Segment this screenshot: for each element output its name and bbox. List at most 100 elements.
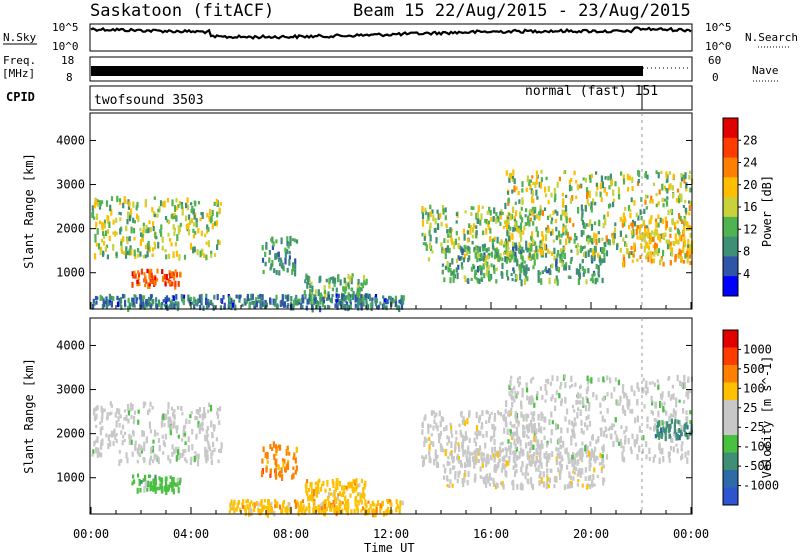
data-cell [525, 264, 528, 269]
data-cell [120, 241, 123, 246]
data-cell [592, 392, 595, 396]
data-cell [531, 414, 534, 420]
data-cell [659, 401, 662, 408]
data-cell [607, 427, 610, 431]
data-cell [133, 410, 137, 415]
data-cell [354, 500, 357, 507]
data-cell [602, 458, 605, 464]
data-cell [664, 216, 667, 224]
data-cell [520, 404, 523, 410]
data-cell [469, 228, 472, 235]
data-cell [623, 221, 626, 227]
data-cell [592, 270, 596, 275]
data-cell [662, 405, 665, 413]
data-cell [321, 501, 324, 506]
y-tick-label: 3000 [56, 178, 85, 192]
data-cell [190, 456, 193, 461]
data-cell [159, 230, 163, 236]
data-cell [341, 491, 344, 498]
data-cell [657, 410, 660, 418]
data-cell [513, 398, 516, 403]
data-cell [513, 217, 516, 222]
data-cell [337, 495, 340, 501]
data-cell [511, 401, 514, 408]
data-cell [203, 407, 206, 414]
data-cell [333, 280, 336, 288]
data-cell [483, 252, 486, 258]
data-cell [559, 239, 562, 245]
data-cell [104, 300, 107, 304]
data-cell [440, 221, 443, 227]
data-cell [636, 415, 639, 423]
data-cell [562, 198, 565, 205]
data-cell [495, 279, 498, 284]
data-cell [507, 235, 511, 242]
data-cell [441, 205, 445, 212]
data-cell [545, 176, 548, 181]
data-cell [374, 294, 378, 298]
data-cell [563, 247, 566, 251]
data-cell [130, 439, 133, 445]
data-cell [102, 231, 105, 236]
data-cell [464, 210, 467, 214]
data-cell [248, 302, 251, 310]
data-cell [390, 509, 393, 514]
data-cell [478, 278, 481, 285]
data-cell [150, 446, 153, 450]
x-tick-label: 00:00 [73, 527, 109, 541]
data-cell [612, 201, 615, 208]
data-cell [480, 265, 483, 271]
data-cell [246, 503, 249, 510]
data-cell [484, 475, 487, 482]
data-cell [319, 295, 322, 300]
data-cell [109, 401, 112, 406]
data-cell [468, 223, 471, 228]
data-cell [678, 428, 681, 434]
data-cell [532, 209, 535, 216]
data-cell [587, 268, 590, 274]
data-cell [385, 509, 388, 516]
data-cell [345, 485, 348, 489]
data-cell [344, 290, 347, 294]
data-cell [312, 489, 315, 497]
data-cell [679, 380, 682, 386]
data-cell [133, 249, 136, 257]
data-cell [602, 444, 605, 452]
data-cell [205, 429, 208, 434]
data-cell [488, 275, 491, 282]
data-cell [527, 478, 530, 485]
data-cell [305, 273, 308, 280]
data-cell [144, 482, 147, 488]
data-cell [286, 267, 289, 273]
data-cell [398, 507, 401, 515]
data-cell [346, 510, 349, 516]
data-cell [555, 275, 558, 281]
data-cell [286, 462, 289, 466]
data-cell [99, 294, 102, 301]
colorbar-swatch [723, 365, 738, 383]
data-cell [163, 485, 166, 492]
data-cell [485, 430, 488, 438]
data-cell [484, 255, 487, 262]
data-cell [528, 220, 531, 227]
data-cell [584, 225, 587, 230]
data-cell [493, 238, 496, 242]
data-cell [92, 298, 95, 306]
data-cell [548, 453, 551, 460]
data-cell [667, 423, 670, 428]
data-cell [544, 383, 547, 391]
data-cell [530, 378, 533, 384]
data-cell [141, 234, 144, 241]
data-cell [633, 442, 637, 448]
data-cell [438, 410, 441, 417]
data-cell [506, 240, 509, 246]
data-cell [264, 452, 267, 458]
data-cell [112, 431, 115, 437]
data-cell [341, 300, 344, 308]
data-cell [328, 305, 331, 309]
data-cell [450, 450, 453, 454]
data-cell [280, 467, 283, 474]
data-cell [581, 396, 585, 404]
data-cell [261, 294, 264, 301]
